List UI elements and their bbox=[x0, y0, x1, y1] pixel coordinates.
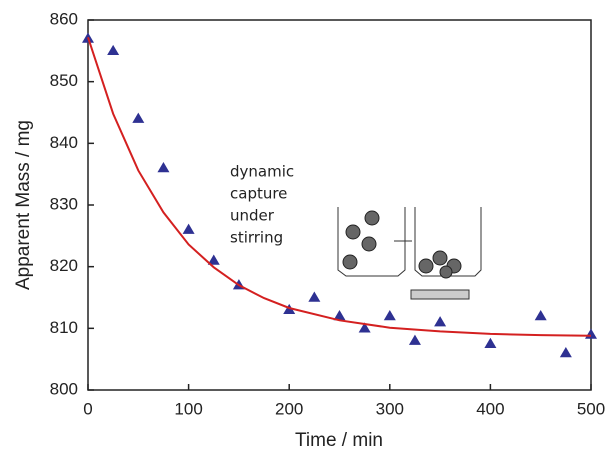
fit-curve bbox=[87, 36, 592, 337]
y-tick-label: 860 bbox=[50, 9, 78, 28]
x-tick-label: 200 bbox=[275, 399, 303, 418]
y-tick-label: 810 bbox=[50, 318, 78, 337]
data-point bbox=[182, 223, 195, 234]
x-tick-label: 0 bbox=[83, 399, 92, 418]
data-point bbox=[333, 310, 346, 321]
data-point bbox=[383, 310, 396, 321]
data-point bbox=[132, 112, 145, 123]
data-point bbox=[484, 337, 497, 348]
x-axis-title: Time / min bbox=[295, 430, 383, 451]
data-point bbox=[358, 322, 371, 333]
data-point bbox=[308, 291, 321, 302]
y-tick-label: 820 bbox=[50, 256, 78, 275]
annotation: dynamic bbox=[230, 163, 294, 181]
x-tick-label: 400 bbox=[476, 399, 504, 418]
data-point bbox=[585, 328, 597, 339]
y-tick-label: 840 bbox=[50, 133, 78, 152]
data-point bbox=[408, 334, 421, 345]
inset-diagram bbox=[337, 207, 482, 300]
data-point bbox=[434, 316, 447, 327]
y-tick-label: 850 bbox=[50, 71, 78, 90]
x-tick-label: 500 bbox=[577, 399, 605, 418]
annotation: under bbox=[230, 207, 275, 225]
beaker bbox=[337, 207, 406, 277]
annotation: stirring bbox=[230, 229, 283, 247]
data-point bbox=[157, 162, 170, 173]
y-tick-label: 800 bbox=[50, 379, 78, 398]
annotation: capture bbox=[230, 185, 287, 203]
y-tick-label: 830 bbox=[50, 194, 78, 213]
magnet-plate bbox=[410, 289, 470, 300]
data-point bbox=[207, 254, 220, 265]
x-tick-label: 300 bbox=[376, 399, 404, 418]
y-axis-title: Apparent Mass / mg bbox=[13, 120, 34, 290]
data-point bbox=[534, 310, 547, 321]
data-point bbox=[559, 347, 572, 358]
x-tick-label: 100 bbox=[174, 399, 202, 418]
data-point bbox=[107, 44, 120, 56]
